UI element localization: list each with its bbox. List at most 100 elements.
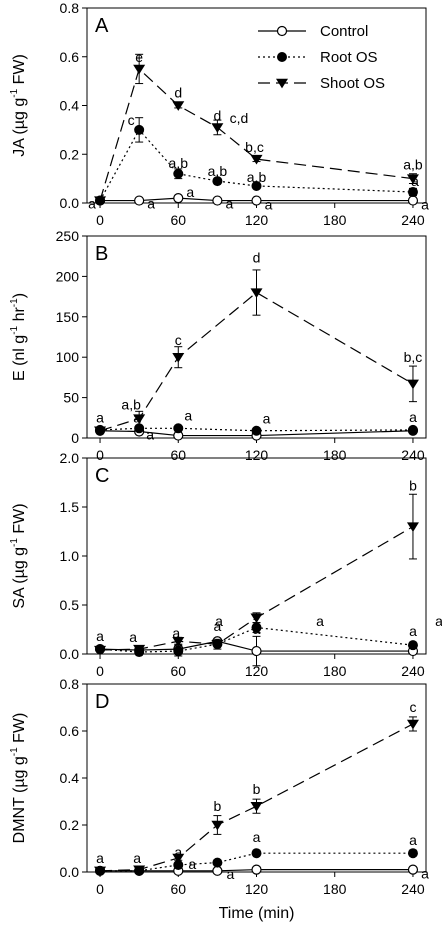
data-point bbox=[94, 426, 107, 437]
data-point bbox=[173, 646, 184, 657]
legend-marker bbox=[276, 25, 288, 37]
significance-letter: b,c bbox=[404, 349, 423, 365]
significance-letter: a bbox=[172, 625, 180, 641]
data-point bbox=[251, 425, 262, 436]
significance-letter: a bbox=[213, 618, 221, 634]
data-point bbox=[173, 193, 184, 204]
significance-letter: a bbox=[147, 196, 155, 212]
data-point bbox=[407, 187, 418, 198]
significance-letter: c bbox=[175, 332, 182, 348]
legend-label: Control bbox=[320, 23, 368, 40]
y-axis-label: SA (µg g-1 FW) bbox=[9, 503, 28, 608]
data-point bbox=[212, 195, 223, 206]
significance-letter: d bbox=[213, 107, 221, 123]
y-tick-label: 0.0 bbox=[60, 864, 80, 880]
y-axis-label: JA (µg g-1 FW) bbox=[9, 54, 28, 157]
significance-letter: a,b bbox=[208, 163, 228, 179]
significance-letter: a bbox=[133, 850, 141, 866]
panel-letter: A bbox=[95, 15, 109, 37]
significance-letter: a,b bbox=[121, 397, 141, 413]
y-tick-label: 0.2 bbox=[60, 146, 80, 162]
y-tick-label: 0.8 bbox=[60, 676, 80, 692]
x-axis-label: Time (min) bbox=[219, 905, 295, 922]
series-line bbox=[100, 723, 414, 872]
data-point bbox=[94, 866, 107, 877]
data-point bbox=[406, 174, 419, 185]
data-point bbox=[251, 848, 262, 859]
y-tick-label: 0.0 bbox=[60, 646, 80, 662]
significance-letter: d bbox=[253, 250, 261, 266]
y-axis-label: E (nl g-1 hr-1) bbox=[9, 293, 28, 381]
x-tick-label: 240 bbox=[401, 212, 425, 228]
y-tick-label: 50 bbox=[63, 390, 79, 406]
y-tick-label: 0.5 bbox=[60, 597, 80, 613]
series-line bbox=[100, 869, 413, 872]
x-tick-label: 0 bbox=[96, 881, 104, 897]
data-point bbox=[250, 288, 263, 298]
significance-letter: a bbox=[253, 829, 261, 845]
x-tick-label: 60 bbox=[170, 663, 186, 679]
significance-letter: a bbox=[88, 196, 96, 212]
significance-letter: a bbox=[421, 866, 429, 882]
data-point bbox=[250, 802, 263, 812]
data-point bbox=[251, 645, 262, 657]
data-point bbox=[172, 853, 185, 864]
y-tick-label: 150 bbox=[56, 309, 80, 325]
x-tick-label: 120 bbox=[245, 212, 269, 228]
significance-letter: a bbox=[96, 628, 104, 644]
significance-letter: a bbox=[409, 409, 417, 425]
y-tick-label: 0.4 bbox=[60, 770, 80, 786]
series-line bbox=[99, 626, 414, 653]
series-line bbox=[100, 427, 413, 432]
x-tick-label: 240 bbox=[401, 447, 425, 463]
significance-letter: a bbox=[409, 832, 417, 848]
data-point bbox=[211, 640, 224, 650]
data-point bbox=[172, 353, 185, 363]
data-point bbox=[212, 857, 223, 868]
data-point bbox=[250, 613, 263, 624]
x-tick-label: 180 bbox=[323, 447, 347, 463]
y-tick-label: 0.6 bbox=[60, 49, 80, 65]
data-point bbox=[173, 168, 184, 179]
significance-letter: a bbox=[146, 426, 154, 442]
significance-letter: e bbox=[135, 49, 143, 65]
significance-letter: a bbox=[225, 196, 233, 212]
legend: Control Root OS Shoot OS bbox=[258, 23, 385, 92]
data-point bbox=[173, 859, 184, 870]
significance-letter: a bbox=[316, 613, 324, 629]
data-point bbox=[407, 864, 419, 875]
y-axis-label: DMNT (µg g-1 FW) bbox=[9, 713, 28, 844]
significance-letter: c bbox=[409, 699, 416, 715]
x-tick-label: 0 bbox=[96, 447, 104, 463]
x-tick-label: 120 bbox=[245, 447, 269, 463]
series-control: a a a a a bbox=[94, 850, 429, 882]
significance-letter: a,b bbox=[169, 155, 189, 171]
data-point bbox=[94, 196, 107, 206]
data-point bbox=[250, 154, 263, 165]
significance-letter: a bbox=[96, 850, 104, 866]
significance-letter: a bbox=[188, 856, 196, 872]
data-point bbox=[211, 820, 224, 831]
panel-C: 0.00.51.01.52.0SA (µg g-1 FW)Caaaaaabaaa… bbox=[9, 450, 442, 679]
x-tick-label: 120 bbox=[245, 881, 269, 897]
significance-letter: c,d bbox=[230, 110, 249, 126]
significance-letter: b bbox=[213, 798, 221, 814]
data-point bbox=[134, 124, 145, 135]
y-tick-label: 250 bbox=[56, 228, 80, 244]
x-tick-label: 240 bbox=[401, 663, 425, 679]
legend-marker bbox=[277, 52, 287, 62]
panel-letter: B bbox=[95, 243, 108, 265]
significance-letter: d bbox=[174, 85, 182, 101]
data-point bbox=[407, 424, 418, 435]
y-tick-label: 2.0 bbox=[60, 450, 80, 466]
significance-letter: a,b bbox=[247, 169, 267, 185]
data-point bbox=[211, 123, 224, 133]
y-tick-label: 0.0 bbox=[60, 195, 80, 211]
y-tick-label: 1.0 bbox=[60, 548, 80, 564]
panel-letter: C bbox=[95, 465, 109, 487]
series-line bbox=[100, 197, 413, 202]
data-point bbox=[407, 640, 418, 651]
x-tick-label: 0 bbox=[96, 663, 104, 679]
